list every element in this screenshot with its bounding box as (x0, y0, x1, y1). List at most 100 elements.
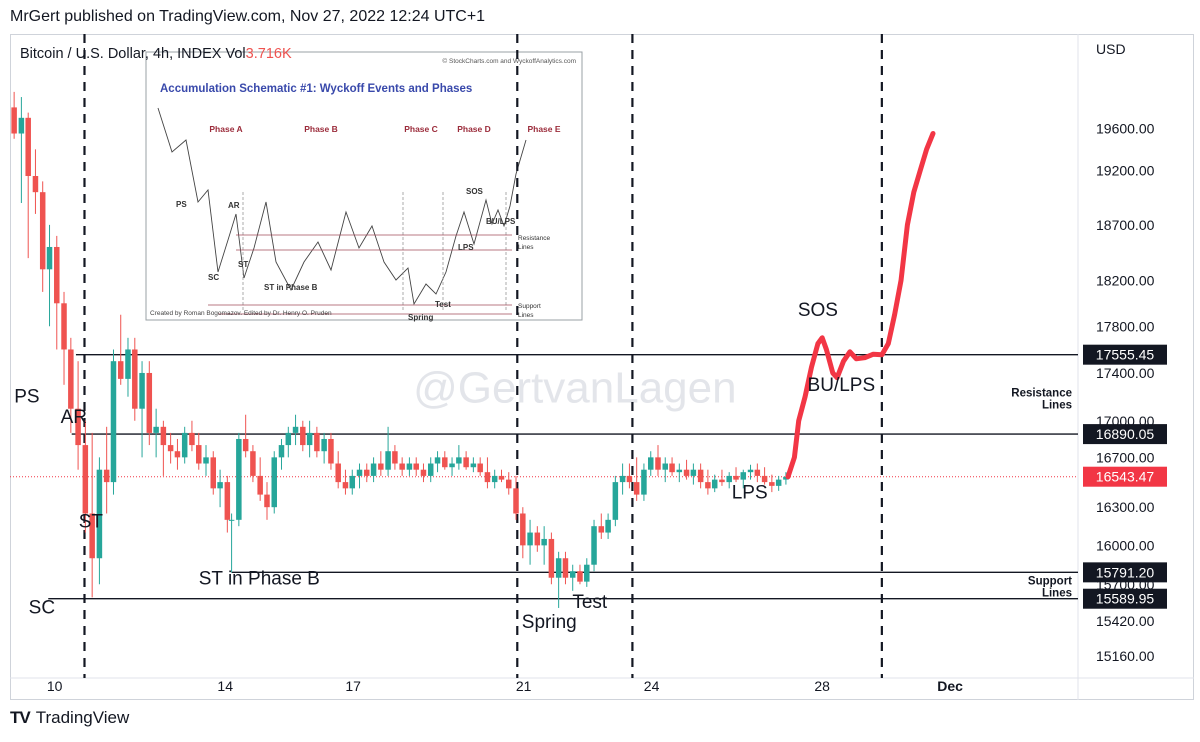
candle (506, 472, 512, 495)
candle-body (61, 303, 67, 350)
candle-body (427, 463, 434, 476)
last-price-text: 16543.47 (1096, 469, 1155, 485)
candle (189, 420, 195, 452)
event-label: Test (572, 592, 608, 613)
inset-event-label: Spring (408, 313, 433, 322)
inset-phase-label: Phase B (304, 124, 338, 134)
x-tick-label: 28 (814, 678, 830, 694)
candle-body (39, 192, 46, 270)
candle-body (203, 457, 209, 464)
candle (11, 91, 17, 139)
candle-body (584, 564, 590, 582)
inset-phase-label: Phase C (404, 124, 438, 134)
candle (271, 451, 277, 514)
candle-body (690, 469, 697, 476)
candle (434, 451, 441, 473)
chart-canvas[interactable]: @GertvanLagen © StockCharts.com and Wycko… (10, 34, 1194, 700)
candle (242, 414, 249, 458)
candle-body (236, 438, 242, 520)
candle (520, 507, 526, 559)
candle-body (662, 463, 668, 470)
candle (46, 224, 53, 327)
candle (103, 426, 110, 514)
candle-body (711, 479, 718, 489)
candle-body (520, 513, 526, 546)
candle-body (775, 479, 782, 486)
candle-body (683, 469, 690, 476)
y-tick-label: 19200.00 (1096, 163, 1155, 179)
candle (285, 426, 292, 458)
inset-schematic: © StockCharts.com and WyckoffAnalytics.c… (145, 51, 583, 322)
candle-body (228, 519, 235, 521)
candle-body (655, 457, 661, 470)
volume-value: 3.716K (246, 46, 292, 62)
y-tick-label: 17800.00 (1096, 318, 1155, 334)
candle (224, 475, 231, 533)
candle (513, 475, 519, 520)
candle (626, 463, 633, 489)
inset-credit: Created by Roman Bogomazov. Edited by Dr… (150, 310, 332, 317)
candle-body (442, 457, 448, 468)
event-label: PS (14, 387, 39, 408)
currency-label: USD (1096, 41, 1126, 57)
candle-body (314, 432, 320, 452)
candle-body (633, 482, 640, 495)
candle (160, 420, 167, 476)
inset-side-label: Resistance (518, 235, 551, 242)
candle-body (96, 469, 103, 559)
candle (146, 361, 153, 446)
inset-copyright: © StockCharts.com and WyckoffAnalytics.c… (442, 57, 576, 65)
candle (641, 463, 647, 501)
candle (203, 445, 209, 476)
chart-frame (10, 34, 1194, 700)
candle-body (491, 475, 498, 483)
candle-body (626, 475, 633, 483)
candle-body (498, 475, 505, 480)
inset-side-label: Lines (518, 312, 534, 319)
candle-body (740, 472, 747, 480)
y-tick-label: 17400.00 (1096, 365, 1155, 381)
side-note-label: Lines (1042, 587, 1072, 599)
candle-body (697, 469, 704, 483)
candle-body (25, 117, 31, 177)
footer-brand[interactable]: TradingView (35, 708, 130, 727)
candle-body (328, 438, 334, 464)
candle (584, 558, 590, 587)
candle-body (356, 469, 363, 476)
price-tag-text: 16890.05 (1096, 426, 1155, 442)
candle-body (705, 482, 711, 489)
tradingview-logo-icon[interactable]: TV (10, 708, 31, 727)
y-tick-label: 19600.00 (1096, 120, 1155, 136)
candle-body (242, 438, 249, 452)
candle-body (321, 438, 327, 452)
candle-body (598, 526, 605, 533)
projected-path (785, 131, 936, 480)
candle (250, 445, 256, 483)
candle (697, 463, 704, 489)
candle-body (82, 445, 89, 514)
candle-body (463, 457, 469, 468)
candle (647, 451, 654, 476)
candle-body (669, 463, 675, 473)
inset-event-label: SOS (466, 187, 484, 196)
candle-body (89, 513, 95, 559)
candle-body (641, 469, 647, 495)
candle-body (506, 479, 512, 489)
candle (498, 469, 505, 483)
candle (577, 564, 583, 585)
price-tag: 15589.95 (1083, 588, 1167, 609)
candle-body (733, 475, 739, 480)
last-price-tag: 16543.47 (1083, 466, 1167, 487)
candle (264, 482, 270, 520)
candle (655, 445, 661, 476)
side-note-label: Support (1028, 575, 1072, 587)
y-tick-label: 18700.00 (1096, 217, 1155, 233)
footer: TV TradingView (10, 708, 129, 728)
candle (783, 472, 789, 485)
candle-body (434, 457, 441, 464)
candle-body (210, 457, 217, 489)
candle (775, 475, 782, 491)
candle (125, 337, 131, 397)
candle (527, 519, 533, 565)
price-tag-text: 15589.95 (1096, 591, 1155, 607)
